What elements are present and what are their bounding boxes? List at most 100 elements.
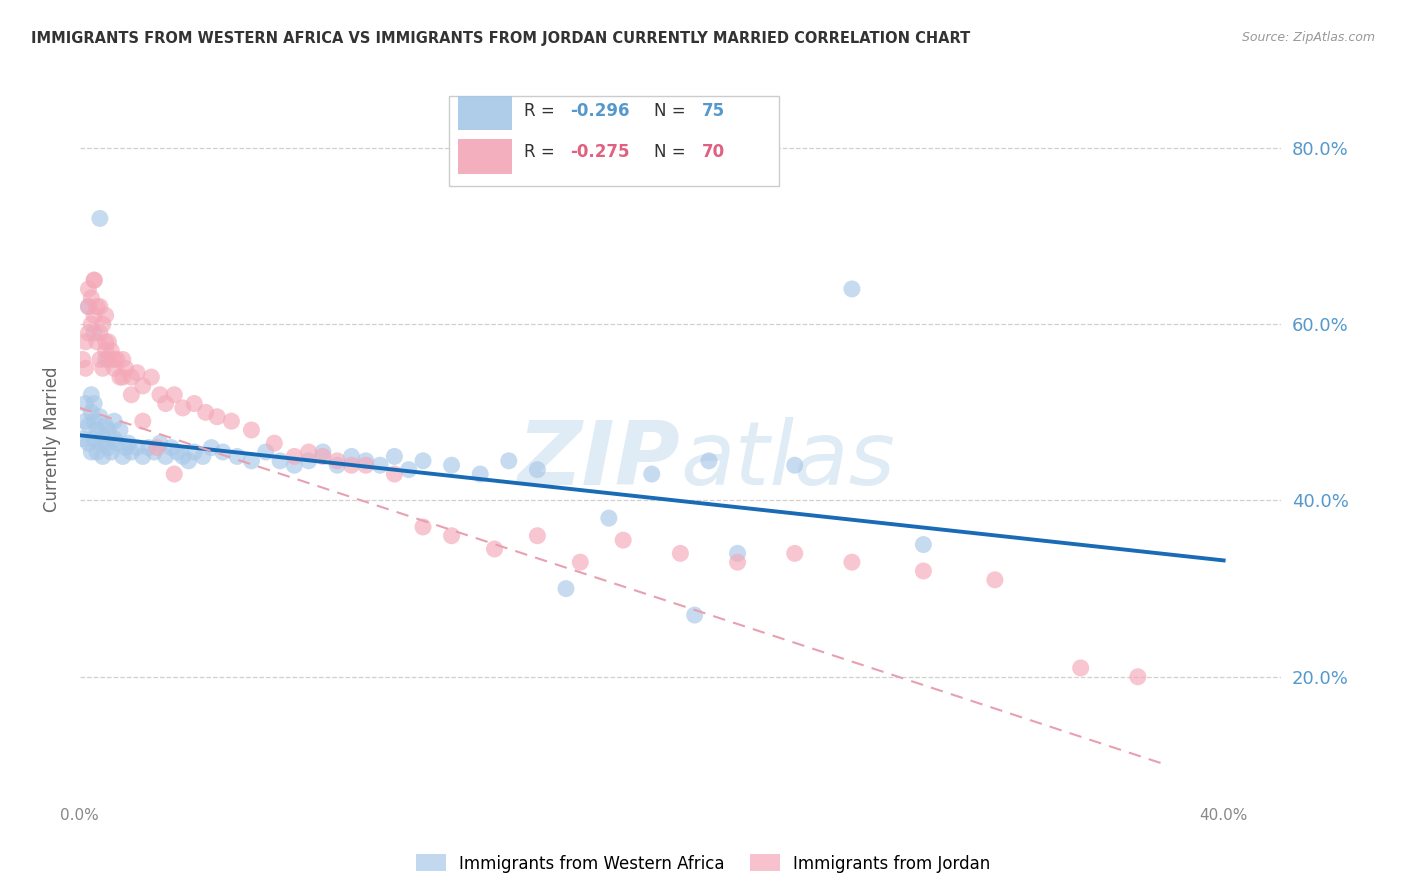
Point	[132, 414, 155, 428]
Point	[105, 352, 128, 367]
Point	[97, 423, 120, 437]
Point	[103, 361, 125, 376]
Point	[312, 450, 335, 464]
Bar	[458, 95, 512, 130]
Point	[470, 467, 492, 481]
Point	[138, 441, 160, 455]
Point	[80, 405, 103, 419]
Text: R =: R =	[524, 143, 560, 161]
Point	[125, 366, 148, 380]
Point	[669, 546, 692, 560]
Point	[727, 546, 749, 560]
Text: -0.296: -0.296	[569, 103, 630, 120]
Point	[326, 454, 349, 468]
Point	[569, 555, 592, 569]
Point	[108, 423, 131, 437]
Point	[240, 454, 263, 468]
Point	[89, 326, 111, 340]
Point	[683, 608, 706, 623]
Point	[697, 454, 720, 468]
Point	[91, 450, 114, 464]
Point	[841, 555, 863, 569]
Point	[183, 396, 205, 410]
Text: Source: ZipAtlas.com: Source: ZipAtlas.com	[1241, 31, 1375, 45]
Text: 70: 70	[702, 143, 725, 161]
Point	[83, 273, 105, 287]
Point	[498, 454, 520, 468]
Point	[125, 441, 148, 455]
Point	[283, 450, 305, 464]
Point	[89, 409, 111, 424]
Point	[91, 427, 114, 442]
Point	[1070, 661, 1092, 675]
Point	[200, 441, 222, 455]
Point	[100, 343, 122, 358]
Point	[440, 458, 463, 473]
Point	[86, 445, 108, 459]
Point	[83, 414, 105, 428]
Point	[94, 334, 117, 349]
Point	[143, 445, 166, 459]
Point	[72, 352, 94, 367]
Text: 75: 75	[702, 103, 725, 120]
Point	[83, 432, 105, 446]
Point	[312, 445, 335, 459]
Point	[75, 396, 97, 410]
Point	[526, 463, 548, 477]
Point	[75, 361, 97, 376]
Point	[77, 436, 100, 450]
Point	[97, 441, 120, 455]
Point	[263, 436, 285, 450]
Point	[77, 300, 100, 314]
Point	[155, 450, 177, 464]
Point	[97, 352, 120, 367]
Text: ZIP: ZIP	[517, 417, 681, 504]
Point	[89, 211, 111, 226]
Text: IMMIGRANTS FROM WESTERN AFRICA VS IMMIGRANTS FROM JORDAN CURRENTLY MARRIED CORRE: IMMIGRANTS FROM WESTERN AFRICA VS IMMIGR…	[31, 31, 970, 46]
Point	[111, 352, 134, 367]
Point	[120, 370, 142, 384]
Point	[340, 450, 363, 464]
Point	[172, 401, 194, 415]
Point	[298, 445, 321, 459]
Point	[77, 282, 100, 296]
Point	[94, 309, 117, 323]
Point	[354, 454, 377, 468]
Point	[598, 511, 620, 525]
Point	[77, 418, 100, 433]
Point	[641, 467, 664, 481]
Point	[841, 282, 863, 296]
Point	[97, 334, 120, 349]
Point	[384, 467, 406, 481]
Point	[172, 450, 194, 464]
Point	[105, 436, 128, 450]
Point	[298, 454, 321, 468]
Y-axis label: Currently Married: Currently Married	[44, 366, 60, 511]
Point	[83, 273, 105, 287]
Point	[114, 361, 136, 376]
Bar	[458, 139, 512, 174]
Point	[555, 582, 578, 596]
Point	[283, 458, 305, 473]
Point	[191, 450, 214, 464]
Point	[80, 291, 103, 305]
Point	[269, 454, 291, 468]
Point	[526, 529, 548, 543]
Text: N =: N =	[654, 103, 690, 120]
Point	[120, 445, 142, 459]
Point	[111, 370, 134, 384]
Point	[912, 537, 935, 551]
Point	[77, 326, 100, 340]
Point	[484, 541, 506, 556]
Point	[108, 370, 131, 384]
Point	[240, 423, 263, 437]
Point	[100, 445, 122, 459]
Point	[91, 361, 114, 376]
Point	[89, 300, 111, 314]
Point	[412, 454, 434, 468]
Point	[86, 334, 108, 349]
Point	[440, 529, 463, 543]
Bar	[449, 95, 779, 186]
Point	[132, 450, 155, 464]
Point	[166, 445, 188, 459]
